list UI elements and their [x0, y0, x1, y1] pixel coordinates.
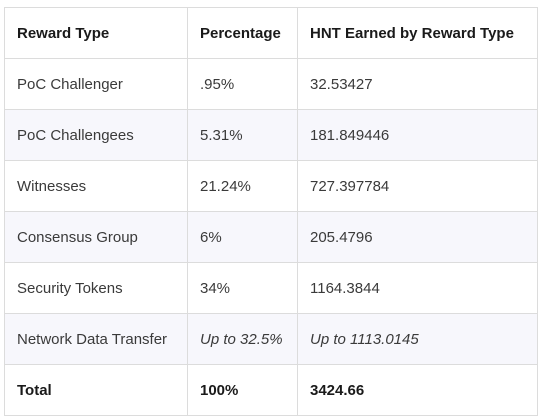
total-row: Total 100% 3424.66 [4, 364, 538, 416]
hnt-earned-cell: Up to 1113.0145 [297, 313, 538, 365]
table-row: Security Tokens 34% 1164.3844 [4, 262, 538, 314]
reward-type-cell: Network Data Transfer [4, 313, 188, 365]
header-row: Reward Type Percentage HNT Earned by Rew… [4, 7, 538, 59]
total-hnt-earned: 3424.66 [297, 364, 538, 416]
percentage-cell: .95% [187, 58, 298, 110]
reward-type-cell: Consensus Group [4, 211, 188, 263]
total-percentage: 100% [187, 364, 298, 416]
hnt-earned-cell: 205.4796 [297, 211, 538, 263]
hnt-earned-cell: 181.849446 [297, 109, 538, 161]
hnt-earned-cell: 1164.3844 [297, 262, 538, 314]
table-row: PoC Challengees 5.31% 181.849446 [4, 109, 538, 161]
hnt-earned-cell: 727.397784 [297, 160, 538, 212]
hnt-earned-cell: 32.53427 [297, 58, 538, 110]
reward-type-cell: PoC Challengees [4, 109, 188, 161]
header-hnt-earned: HNT Earned by Reward Type [297, 7, 538, 59]
total-label: Total [4, 364, 188, 416]
table-row: Witnesses 21.24% 727.397784 [4, 160, 538, 212]
percentage-cell: 34% [187, 262, 298, 314]
header-reward-type: Reward Type [4, 7, 188, 59]
table-row: PoC Challenger .95% 32.53427 [4, 58, 538, 110]
reward-type-cell: PoC Challenger [4, 58, 188, 110]
header-percentage: Percentage [187, 7, 298, 59]
percentage-cell: 6% [187, 211, 298, 263]
table-row: Consensus Group 6% 205.4796 [4, 211, 538, 263]
reward-table: Reward Type Percentage HNT Earned by Rew… [4, 7, 538, 416]
percentage-cell: 5.31% [187, 109, 298, 161]
reward-type-cell: Witnesses [4, 160, 188, 212]
reward-type-cell: Security Tokens [4, 262, 188, 314]
table-row: Network Data Transfer Up to 32.5% Up to … [4, 313, 538, 365]
percentage-cell: Up to 32.5% [187, 313, 298, 365]
percentage-cell: 21.24% [187, 160, 298, 212]
